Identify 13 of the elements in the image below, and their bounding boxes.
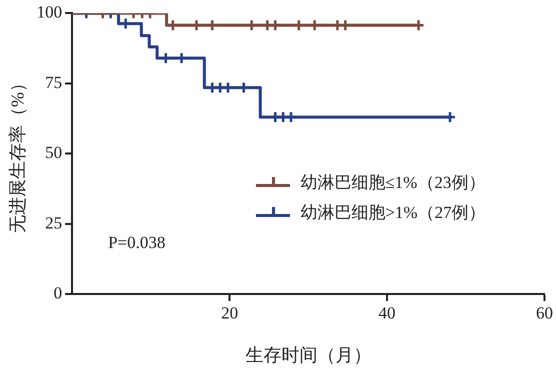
y-tick-label: 75 xyxy=(45,72,62,92)
x-axis-title: 生存时间（月） xyxy=(245,344,372,365)
legend-label: 幼淋巴细胞>1%（27例） xyxy=(300,202,486,224)
y-tick-label: 0 xyxy=(54,283,62,302)
x-tick-label: 60 xyxy=(536,304,553,323)
legend-label: 幼淋巴细胞≤1%（23例） xyxy=(300,172,486,194)
x-tick-label: 40 xyxy=(378,304,396,323)
x-tick-label: 20 xyxy=(221,304,238,323)
annotation: P=0.038 xyxy=(108,232,166,252)
y-tick-label: 100 xyxy=(36,2,62,22)
y-tick-label: 25 xyxy=(45,213,62,232)
y-tick-label: 50 xyxy=(45,143,62,162)
y-axis-title: 无进展生存率（%） xyxy=(8,74,28,234)
